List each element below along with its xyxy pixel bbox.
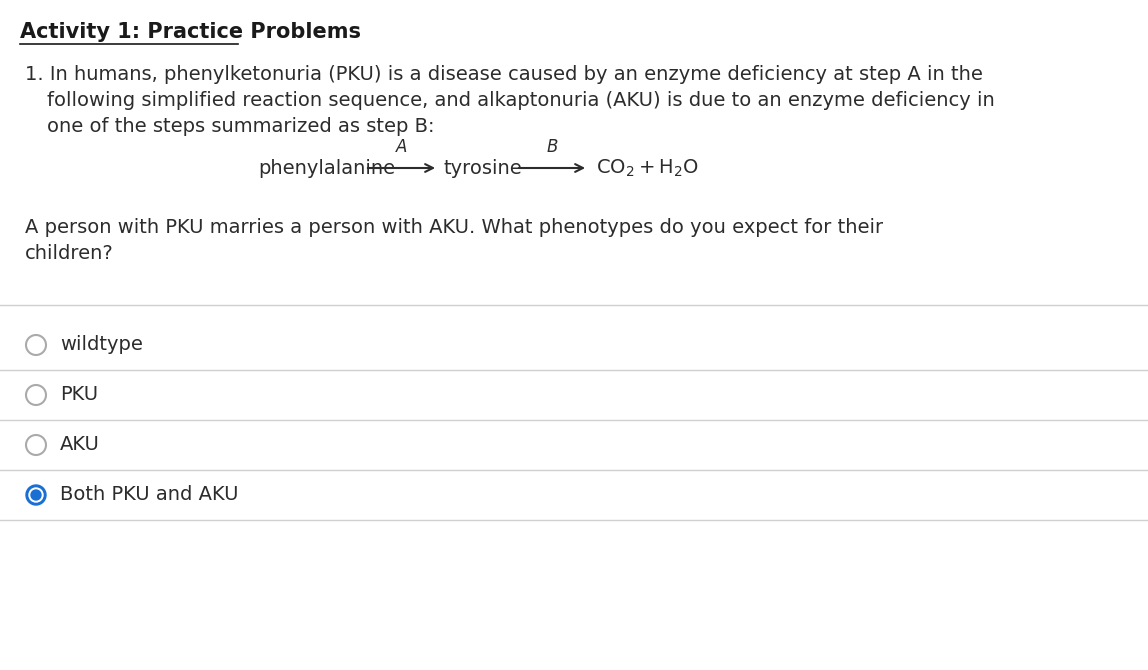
- Text: AKU: AKU: [60, 436, 100, 454]
- Text: following simplified reaction sequence, and alkaptonuria (AKU) is due to an enzy: following simplified reaction sequence, …: [47, 91, 995, 110]
- Circle shape: [29, 488, 42, 502]
- Text: 1. In humans, phenylketonuria (PKU) is a disease caused by an enzyme deficiency : 1. In humans, phenylketonuria (PKU) is a…: [25, 65, 983, 84]
- Text: B: B: [546, 138, 558, 156]
- Text: wildtype: wildtype: [60, 336, 142, 354]
- Text: A person with PKU marries a person with AKU. What phenotypes do you expect for t: A person with PKU marries a person with …: [25, 218, 883, 237]
- Circle shape: [31, 490, 41, 500]
- Text: tyrosine: tyrosine: [444, 159, 522, 178]
- Text: one of the steps summarized as step B:: one of the steps summarized as step B:: [47, 117, 434, 136]
- Text: $\mathregular{CO_2 + H_2O}$: $\mathregular{CO_2 + H_2O}$: [596, 157, 699, 179]
- Text: Both PKU and AKU: Both PKU and AKU: [60, 486, 239, 505]
- Circle shape: [26, 485, 46, 505]
- Text: PKU: PKU: [60, 385, 98, 405]
- Text: Activity 1: Practice Problems: Activity 1: Practice Problems: [20, 22, 360, 42]
- Text: phenylalanine: phenylalanine: [258, 159, 395, 178]
- Text: A: A: [396, 138, 408, 156]
- Text: children?: children?: [25, 244, 114, 263]
